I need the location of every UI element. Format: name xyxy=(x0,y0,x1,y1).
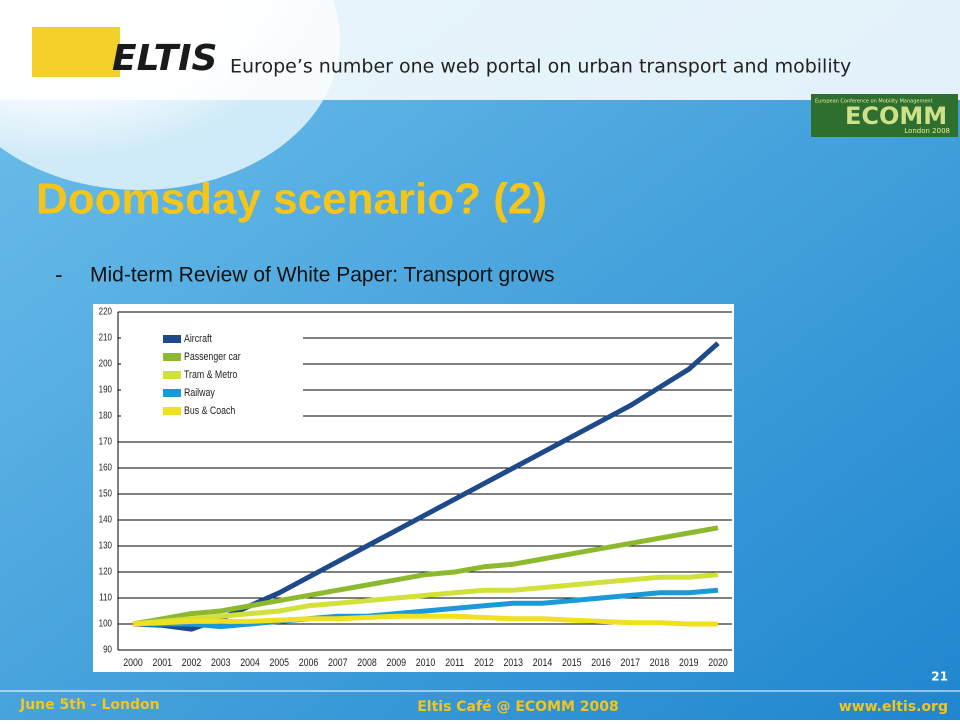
x-tick-label: 2000 xyxy=(123,657,143,669)
x-tick-label: 2019 xyxy=(679,657,699,669)
x-tick-label: 2006 xyxy=(299,657,319,669)
badge-box xyxy=(811,94,958,137)
x-tick-label: 2002 xyxy=(182,657,202,669)
bullet-text: Mid-term Review of White Paper: Transpor… xyxy=(90,264,554,287)
x-tick-label: 2004 xyxy=(240,657,260,669)
logo-icon xyxy=(32,27,120,77)
x-tick-label: 2012 xyxy=(474,657,494,669)
y-tick-label: 110 xyxy=(99,592,112,603)
legend-label: Bus & Coach xyxy=(184,405,235,417)
badge-sub: London 2008 xyxy=(904,127,950,135)
y-tick-label: 90 xyxy=(103,644,112,655)
logo: ELTIS xyxy=(112,38,217,79)
x-tick-label: 2007 xyxy=(328,657,348,669)
legend-label: Railway xyxy=(184,387,215,399)
x-tick-label: 2013 xyxy=(503,657,523,669)
series-line xyxy=(132,525,719,627)
footer-right: www.eltis.org xyxy=(839,699,948,715)
y-tick-label: 180 xyxy=(99,410,112,421)
y-tick-label: 210 xyxy=(99,332,112,343)
legend-swatch xyxy=(163,407,181,415)
x-tick-label: 2009 xyxy=(386,657,406,669)
footer-center: Eltis Café @ ECOMM 2008 xyxy=(417,699,619,715)
series-line xyxy=(132,613,718,627)
y-tick-label: 130 xyxy=(99,540,112,551)
legend-label: Passenger car xyxy=(184,351,241,363)
tagline: Europe’s number one web portal on urban … xyxy=(230,56,851,78)
y-tick-label: 100 xyxy=(99,618,112,629)
x-tick-label: 2018 xyxy=(650,657,670,669)
y-tick-label: 190 xyxy=(99,384,112,395)
bullet-marker: - xyxy=(55,263,63,287)
legend-swatch xyxy=(163,389,181,397)
badge-top: European Conference on Mobility Manageme… xyxy=(815,99,933,105)
legend-swatch xyxy=(163,335,181,343)
x-tick-label: 2020 xyxy=(708,657,728,669)
x-tick-label: 2003 xyxy=(211,657,231,669)
legend-swatch xyxy=(163,371,181,379)
x-tick-label: 2017 xyxy=(620,657,640,669)
x-tick-label: 2011 xyxy=(445,657,464,669)
slide-title: Doomsday scenario? (2) xyxy=(36,175,547,224)
y-tick-label: 200 xyxy=(99,358,112,369)
series-line xyxy=(132,572,719,627)
x-tick-label: 2014 xyxy=(533,657,553,669)
legend-label: Tram & Metro xyxy=(184,369,238,381)
x-tick-label: 2010 xyxy=(416,657,436,669)
y-tick-label: 140 xyxy=(99,514,112,525)
y-tick-label: 120 xyxy=(99,566,112,577)
x-tick-label: 2008 xyxy=(357,657,377,669)
y-tick-label: 220 xyxy=(99,306,112,317)
legend-box xyxy=(121,327,303,422)
x-tick-label: 2005 xyxy=(269,657,289,669)
y-tick-label: 150 xyxy=(99,488,112,499)
x-tick-label: 2016 xyxy=(591,657,611,669)
page-number: 21 xyxy=(931,670,948,684)
x-tick-label: 2001 xyxy=(152,657,172,669)
legend-swatch xyxy=(163,353,181,361)
header-band xyxy=(0,0,960,100)
footer-left: June 5th - London xyxy=(19,697,160,713)
badge: ECOMM xyxy=(845,102,947,130)
legend-label: Aircraft xyxy=(184,333,212,345)
y-tick-label: 170 xyxy=(99,436,112,447)
x-tick-label: 2015 xyxy=(562,657,582,669)
series-line xyxy=(133,587,719,630)
y-tick-label: 160 xyxy=(99,462,112,473)
